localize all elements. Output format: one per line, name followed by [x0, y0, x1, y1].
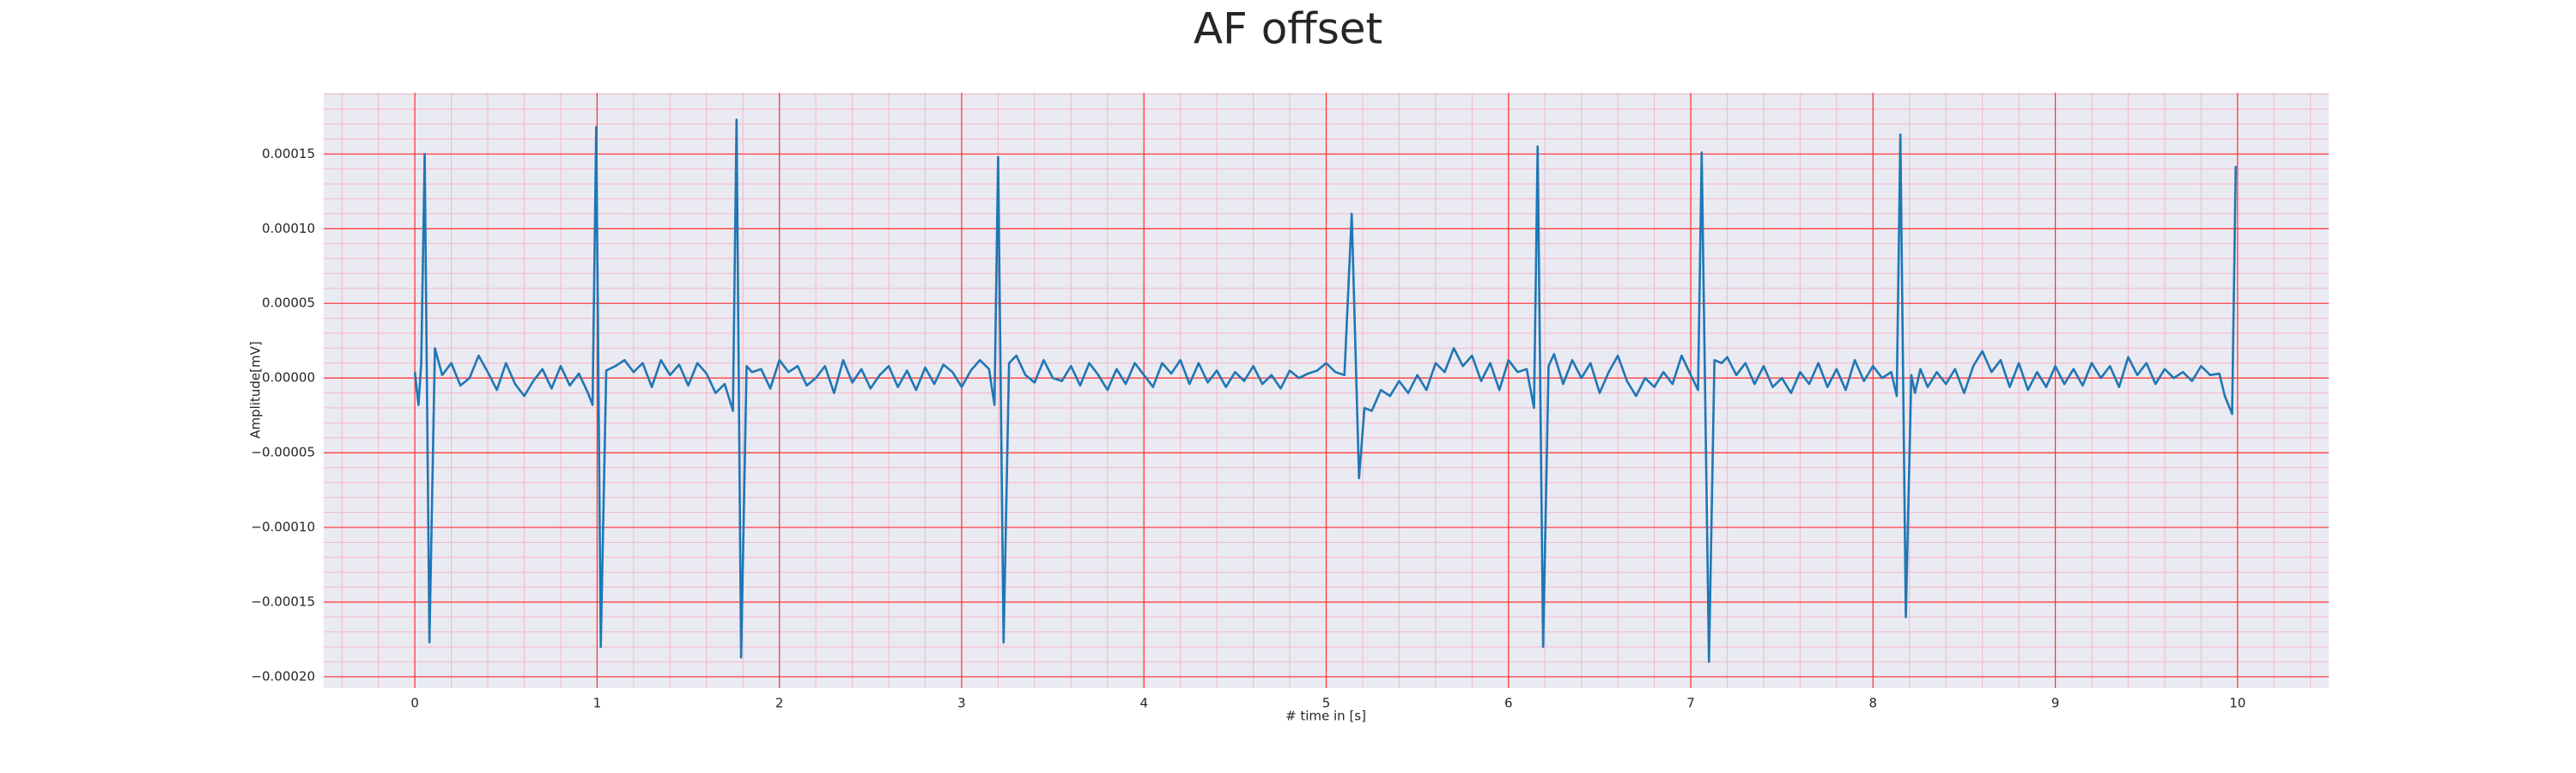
y-tick-label: −0.00005: [251, 445, 315, 460]
y-tick-label: −0.00020: [251, 668, 315, 684]
x-tick-label: 2: [775, 696, 784, 711]
y-axis-label: Amplitude[mV]: [248, 341, 264, 438]
x-tick-label: 7: [1686, 696, 1695, 711]
y-tick-label: 0.00005: [262, 295, 315, 311]
x-tick-label: 1: [593, 696, 602, 711]
x-tick-label: 6: [1504, 696, 1513, 711]
x-tick-label: 10: [2229, 696, 2245, 711]
y-tick-label: 0.00000: [262, 370, 315, 386]
x-tick-label: 8: [1869, 696, 1878, 711]
x-tick-label: 3: [957, 696, 966, 711]
x-tick-label: 5: [1322, 696, 1331, 711]
chart-title: AF offset: [1194, 4, 1382, 54]
x-tick-label: 4: [1139, 696, 1148, 711]
y-tick-label: −0.00015: [251, 594, 315, 610]
x-tick-label: 9: [2051, 696, 2060, 711]
x-axis-label: # time in [s]: [1285, 709, 1366, 724]
y-tick-label: 0.00015: [262, 146, 315, 161]
y-tick-label: −0.00010: [251, 520, 315, 535]
signal-line: [413, 119, 2238, 663]
x-tick-label: 0: [410, 696, 419, 711]
y-tick-label: 0.00010: [262, 221, 315, 236]
